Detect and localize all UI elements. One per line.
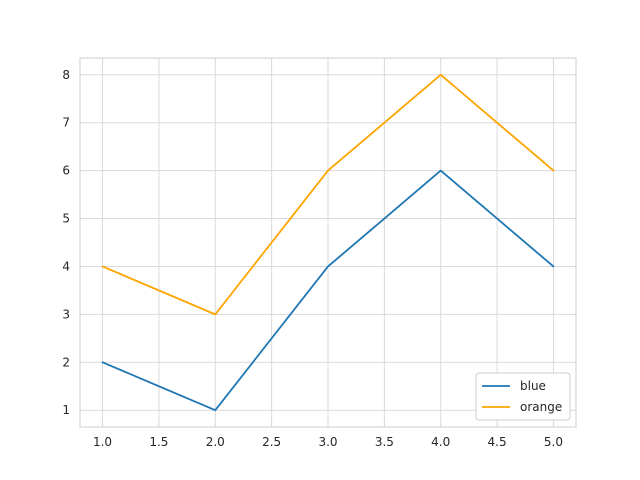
x-tick-label: 3.0 (318, 435, 337, 449)
x-tick-label: 5.0 (544, 435, 563, 449)
x-tick-label: 2.5 (262, 435, 281, 449)
y-tick-label: 6 (62, 164, 70, 178)
y-tick-label: 7 (62, 116, 70, 130)
legend-label-blue: blue (520, 379, 546, 393)
x-tick-label: 2.0 (206, 435, 225, 449)
x-tick-label: 1.5 (149, 435, 168, 449)
series-line-blue (101, 169, 555, 412)
grid-layer (80, 58, 576, 427)
x-tick-label: 4.0 (431, 435, 450, 449)
x-tick-label: 1.0 (93, 435, 112, 449)
x-tick-label: 3.5 (375, 435, 394, 449)
series-layer (101, 73, 555, 412)
series-line-orange (101, 73, 555, 316)
y-tick-label: 3 (62, 307, 70, 321)
legend-box (475, 372, 571, 421)
y-tick-label: 5 (62, 212, 70, 226)
legend-label-orange: orange (520, 400, 562, 414)
plot-area-frame (79, 57, 577, 428)
x-axis-ticks: 1.0 1.5 2.0 2.5 3.0 3.5 4.0 4.5 5.0 (93, 435, 563, 449)
y-tick-label: 4 (62, 259, 70, 273)
y-tick-label: 1 (62, 403, 70, 417)
y-axis-ticks: 1 2 3 4 5 6 7 8 (62, 68, 70, 417)
y-tick-label: 2 (62, 355, 70, 369)
x-tick-label: 4.5 (488, 435, 507, 449)
y-tick-label: 8 (62, 68, 70, 82)
legend: blue orange (475, 372, 571, 421)
